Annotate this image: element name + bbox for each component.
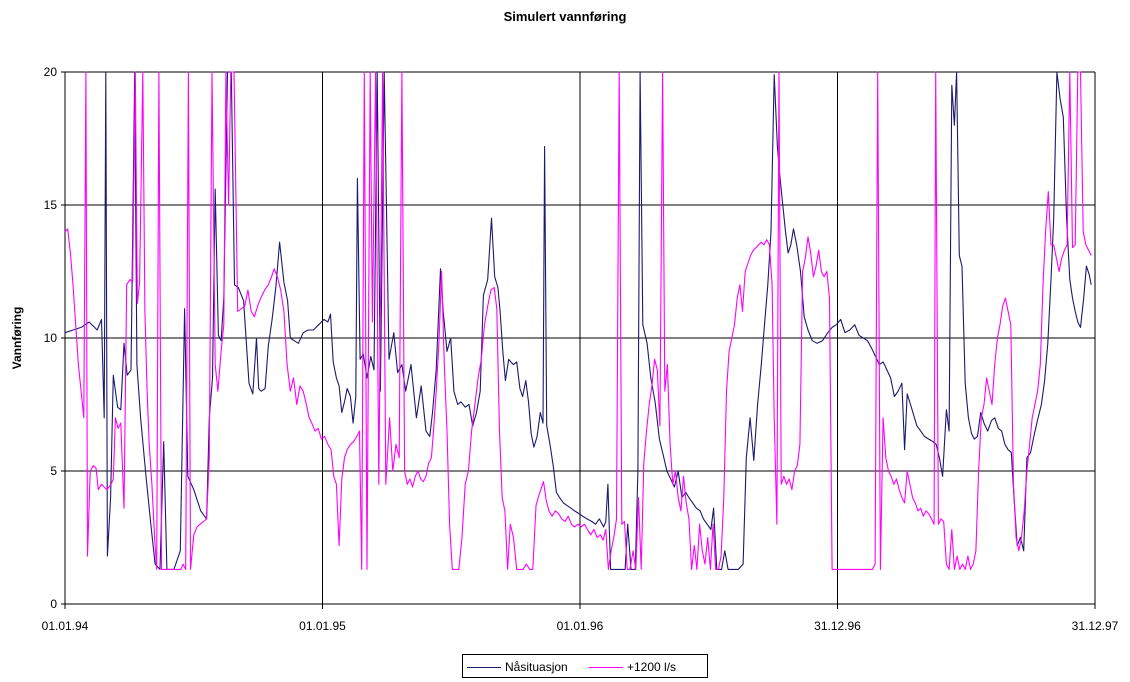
y-tick-label: 10 — [44, 331, 58, 345]
x-tick-label: 31.12.96 — [814, 619, 861, 633]
legend-swatch-series-1 — [467, 667, 501, 668]
legend-label-series-1: Nåsituasjon — [505, 660, 568, 674]
y-axis-label: Vannføring — [10, 307, 24, 370]
y-tick-label: 5 — [50, 464, 57, 478]
axes — [61, 71, 1096, 609]
legend-swatch-series-2 — [589, 667, 623, 668]
grid-lines — [65, 71, 1095, 604]
x-tick-label: 31.12.97 — [1072, 619, 1119, 633]
x-tick-label: 01.01.94 — [42, 619, 89, 633]
series-layer — [64, 71, 1092, 570]
y-tick-label: 15 — [44, 198, 58, 212]
x-tick-label: 01.01.96 — [557, 619, 604, 633]
series-line-1 — [64, 71, 1092, 570]
series-line-2 — [64, 71, 1092, 570]
chart-svg: 0 5 10 15 20 01.01.94 01.01.95 01.01.96 31.12.9… — [10, 65, 1119, 633]
x-tick-label: 01.01.95 — [299, 619, 346, 633]
legend: Nåsituasjon +1200 l/s — [462, 654, 708, 678]
y-tick-label: 0 — [50, 597, 57, 611]
chart-title: Simulert vannføring — [503, 9, 627, 24]
x-tick-labels: 01.01.94 01.01.95 01.01.96 31.12.96 31.12.97 — [42, 619, 1119, 633]
legend-label-series-2: +1200 l/s — [627, 660, 677, 674]
y-tick-label: 20 — [44, 65, 58, 79]
y-tick-labels: 0 5 10 15 20 — [44, 65, 58, 611]
